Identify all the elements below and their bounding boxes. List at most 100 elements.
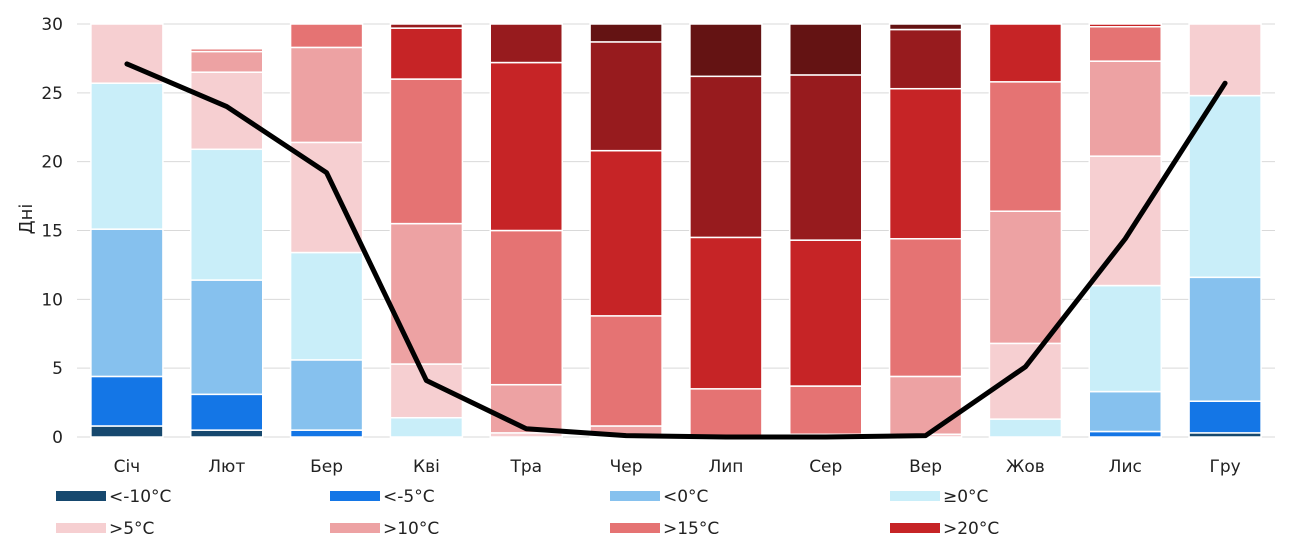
legend-swatch bbox=[610, 523, 660, 533]
x-tick-label: Лют bbox=[208, 457, 245, 477]
bar-segment bbox=[489, 383, 563, 434]
bar-segment bbox=[190, 148, 264, 281]
y-tick-label: 5 bbox=[52, 359, 63, 379]
x-tick-label: Тра bbox=[509, 457, 542, 477]
x-axis-ticks: Січ Лют Бер Кві Тра Чер Лип Сер Вер Жов Лис Гру bbox=[114, 457, 1241, 477]
bar-segment bbox=[90, 228, 164, 378]
legend-label: <-5°C bbox=[383, 487, 435, 507]
bar-segment bbox=[289, 429, 364, 438]
bar-segment bbox=[289, 251, 364, 361]
bar-segment bbox=[190, 50, 264, 73]
y-tick-label: 25 bbox=[41, 84, 63, 104]
legend-swatch bbox=[890, 523, 940, 533]
legend-label: ≥0°C bbox=[943, 487, 988, 507]
bar-segment bbox=[988, 418, 1063, 438]
bar-segment bbox=[888, 238, 963, 378]
legend-label: >20°C bbox=[943, 519, 999, 539]
legend-label: >15°C bbox=[663, 519, 719, 539]
bar-segment bbox=[289, 141, 364, 254]
bar-segment bbox=[589, 41, 663, 152]
x-tick-label: Вер bbox=[909, 457, 942, 477]
legend-swatch bbox=[330, 491, 380, 501]
bar-segment bbox=[1188, 400, 1262, 434]
bar-segment bbox=[389, 222, 464, 365]
bar-segment bbox=[1088, 430, 1162, 438]
legend-label: >5°C bbox=[109, 519, 154, 539]
bar-segment bbox=[589, 23, 663, 43]
bar-segment bbox=[1088, 390, 1162, 433]
x-tick-label: Кві bbox=[413, 457, 440, 477]
bar-segment bbox=[389, 416, 464, 438]
bar-segment bbox=[190, 279, 264, 396]
legend-swatch bbox=[56, 523, 106, 533]
x-tick-label: Сер bbox=[809, 457, 842, 477]
bar-segment bbox=[489, 229, 563, 386]
y-tick-label: 30 bbox=[41, 15, 63, 35]
bar-segment bbox=[489, 23, 563, 64]
bar-segment bbox=[589, 315, 663, 427]
bar-segment bbox=[988, 81, 1063, 212]
bar-segment bbox=[190, 71, 264, 151]
bar-segment bbox=[190, 393, 264, 431]
legend-swatch bbox=[330, 523, 380, 533]
bar-segment bbox=[689, 388, 763, 438]
bars bbox=[90, 23, 1262, 438]
bar-segment bbox=[389, 27, 464, 80]
trend-line-group bbox=[124, 61, 1228, 440]
bar-segment bbox=[888, 28, 963, 90]
y-tick-label: 15 bbox=[41, 222, 63, 242]
bar-segment bbox=[888, 87, 963, 240]
bar-segment bbox=[289, 46, 364, 144]
gridlines bbox=[77, 23, 1275, 438]
x-tick-label: Гру bbox=[1209, 457, 1240, 477]
bar-segment bbox=[289, 359, 364, 431]
bar-segment bbox=[589, 149, 663, 317]
x-tick-label: Бер bbox=[310, 457, 343, 477]
y-tick-label: 10 bbox=[41, 290, 63, 310]
bar-segment bbox=[1088, 155, 1162, 287]
bar-segment bbox=[789, 74, 863, 241]
x-tick-label: Лис bbox=[1109, 457, 1142, 477]
bar-segment bbox=[789, 23, 863, 76]
x-tick-label: Лип bbox=[708, 457, 743, 477]
x-tick-label: Січ bbox=[114, 457, 141, 477]
trend-line bbox=[124, 61, 1228, 440]
bar-segment bbox=[1188, 276, 1262, 402]
bar-segment bbox=[389, 23, 464, 29]
bar-segment bbox=[689, 75, 763, 239]
bar-segment bbox=[190, 48, 264, 53]
bar-segment bbox=[1088, 60, 1162, 157]
bar-segment bbox=[888, 23, 963, 31]
bar-segment bbox=[489, 61, 563, 232]
bar-segment bbox=[1088, 26, 1162, 62]
legend-swatch bbox=[56, 491, 106, 501]
bar-segment bbox=[1188, 94, 1262, 279]
bar-segment bbox=[789, 239, 863, 387]
y-tick-label: 0 bbox=[52, 428, 63, 448]
bar-segment bbox=[90, 82, 164, 230]
bar-segment bbox=[689, 23, 763, 78]
legend-swatch bbox=[890, 491, 940, 501]
bar-segment bbox=[289, 23, 364, 49]
legend-label: <0°C bbox=[663, 487, 708, 507]
y-axis-label: Дні bbox=[16, 204, 37, 235]
legend-swatch bbox=[610, 491, 660, 501]
y-tick-label: 20 bbox=[41, 153, 63, 173]
bar-segment bbox=[389, 78, 464, 225]
bar-segment bbox=[1088, 23, 1162, 28]
legend-label: >10°C bbox=[383, 519, 439, 539]
bar-segment bbox=[888, 375, 963, 435]
bar-segment bbox=[789, 385, 863, 435]
y-axis-ticks: 0 5 10 15 20 25 30 bbox=[41, 15, 63, 448]
bar-segment bbox=[988, 23, 1063, 83]
bar-segment bbox=[90, 425, 164, 438]
legend-label: <-10°C bbox=[109, 487, 171, 507]
bar-segment bbox=[1088, 284, 1162, 393]
bar-segment bbox=[190, 429, 264, 438]
bar-segment bbox=[689, 236, 763, 390]
x-tick-label: Жов bbox=[1006, 457, 1045, 477]
legend: <-10°C <-5°C <0°C ≥0°C >5°C >10°C >15°C >20°C bbox=[56, 487, 999, 539]
bar-segment bbox=[988, 210, 1063, 345]
bar-segment bbox=[90, 375, 164, 427]
